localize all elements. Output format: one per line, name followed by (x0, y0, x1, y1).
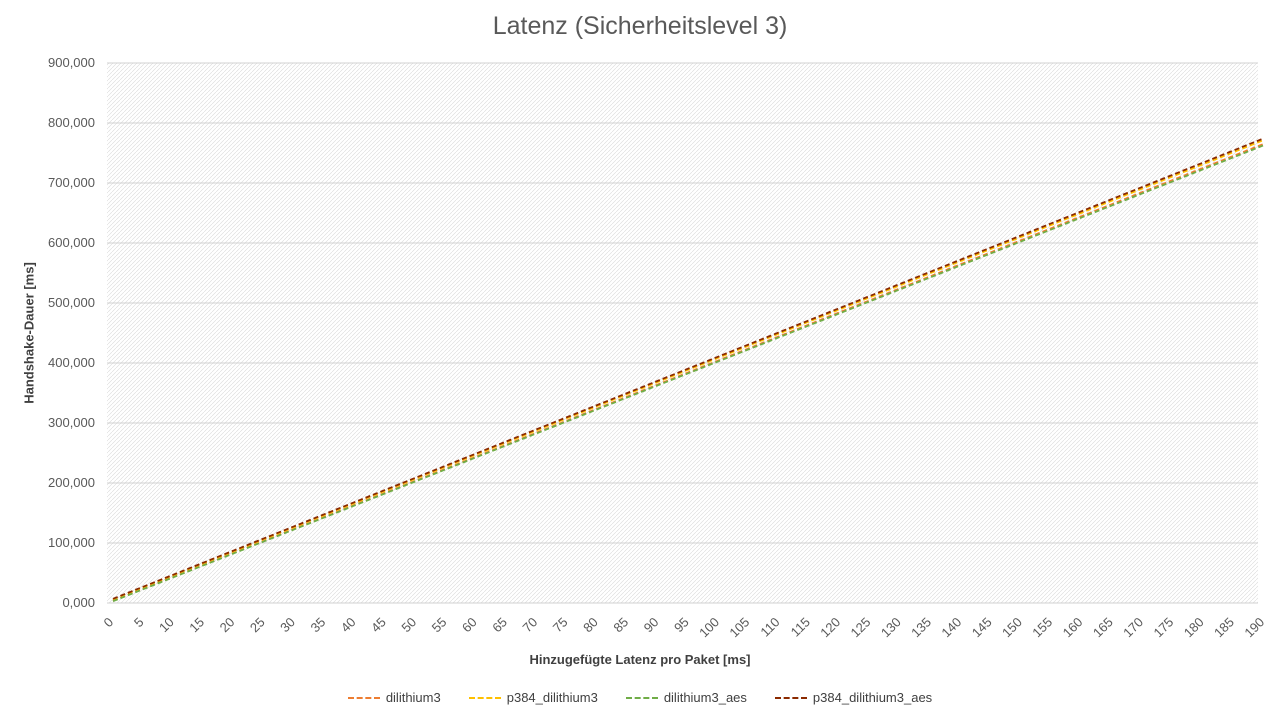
chart-title: Latenz (Sicherheitslevel 3) (492, 12, 788, 40)
x-axis-label: Hinzugefügte Latenz pro Paket [ms] (529, 652, 751, 667)
x-tick-label: 145 (969, 614, 995, 640)
legend-item-p384-dilithium3-aes: p384_dilithium3_aes (774, 690, 933, 705)
y-tick-label: 300,000 (48, 415, 95, 430)
x-tick-label: 50 (398, 614, 419, 635)
series-line-p384-dilithium3 (112, 139, 1265, 601)
legend-swatch-dilithium3-aes (625, 696, 658, 699)
x-tick-label: 180 (1181, 614, 1207, 640)
x-tick-label: 165 (1090, 614, 1116, 640)
x-tick-label: 0 (101, 614, 117, 630)
x-tick-label: 45 (368, 614, 389, 635)
x-tick-label: 70 (520, 614, 541, 635)
y-tick-label: 500,000 (48, 295, 95, 310)
legend-swatch-p384-dilithium3-aes (774, 696, 807, 699)
plot-area (107, 63, 1258, 603)
series-line-dilithium3-aes (112, 144, 1265, 603)
x-tick-label: 105 (726, 614, 752, 640)
legend-item-p384-dilithium3: p384_dilithium3 (468, 690, 598, 705)
y-tick-label: 900,000 (48, 55, 95, 70)
x-tick-label: 95 (671, 614, 692, 635)
y-tick-label: 400,000 (48, 355, 95, 370)
legend-label-p384-dilithium3-aes: p384_dilithium3_aes (812, 690, 933, 705)
x-tick-label: 125 (848, 614, 874, 640)
x-tick-label: 80 (580, 614, 601, 635)
x-tick-label: 175 (1150, 614, 1176, 640)
x-tick-label: 170 (1120, 614, 1146, 640)
legend-swatch-p384-dilithium3 (468, 696, 501, 699)
series-line-p384-dilithium3-aes (112, 137, 1265, 600)
y-tick-label: 600,000 (48, 235, 95, 250)
x-tick-label: 115 (788, 614, 813, 639)
x-tick-label: 60 (459, 614, 480, 635)
x-tick-label: 85 (610, 614, 631, 635)
y-tick-label: 0,000 (62, 595, 95, 610)
legend-label-dilithium3: dilithium3 (385, 690, 441, 705)
x-tick-label: 160 (1060, 614, 1086, 640)
x-tick-label: 55 (429, 614, 450, 635)
x-tick-label: 25 (247, 614, 268, 635)
y-tick-label: 800,000 (48, 115, 95, 130)
legend: dilithium3 p384_dilithium3 dilithium3_ae… (0, 690, 1280, 705)
x-tick-label: 120 (817, 614, 843, 640)
x-tick-label: 110 (757, 614, 782, 639)
x-tick-label: 75 (550, 614, 571, 635)
x-tick-label: 10 (156, 614, 177, 635)
x-tick-label: 15 (186, 614, 207, 635)
x-tick-label: 90 (641, 614, 662, 635)
x-tick-label: 40 (338, 614, 359, 635)
x-tick-label: 30 (277, 614, 298, 635)
x-tick-label: 185 (1211, 614, 1237, 640)
x-tick-label: 20 (217, 614, 238, 635)
legend-item-dilithium3: dilithium3 (347, 690, 441, 705)
legend-swatch-dilithium3 (347, 696, 380, 699)
x-tick-label: 5 (131, 614, 147, 630)
x-tick-label: 35 (307, 614, 328, 635)
x-tick-label: 130 (878, 614, 904, 640)
legend-label-dilithium3-aes: dilithium3_aes (663, 690, 747, 705)
x-tick-label: 155 (1029, 614, 1055, 640)
y-tick-label: 700,000 (48, 175, 95, 190)
x-tick-label: 135 (908, 614, 934, 640)
y-tick-label: 200,000 (48, 475, 95, 490)
x-tick-label: 65 (489, 614, 510, 635)
legend-label-p384-dilithium3: p384_dilithium3 (506, 690, 598, 705)
x-tick-label: 140 (938, 614, 964, 640)
x-tick-label: 190 (1241, 614, 1267, 640)
legend-item-dilithium3-aes: dilithium3_aes (625, 690, 747, 705)
x-tick-label: 150 (999, 614, 1025, 640)
x-tick-label: 100 (696, 614, 722, 640)
y-tick-label: 100,000 (48, 535, 95, 550)
